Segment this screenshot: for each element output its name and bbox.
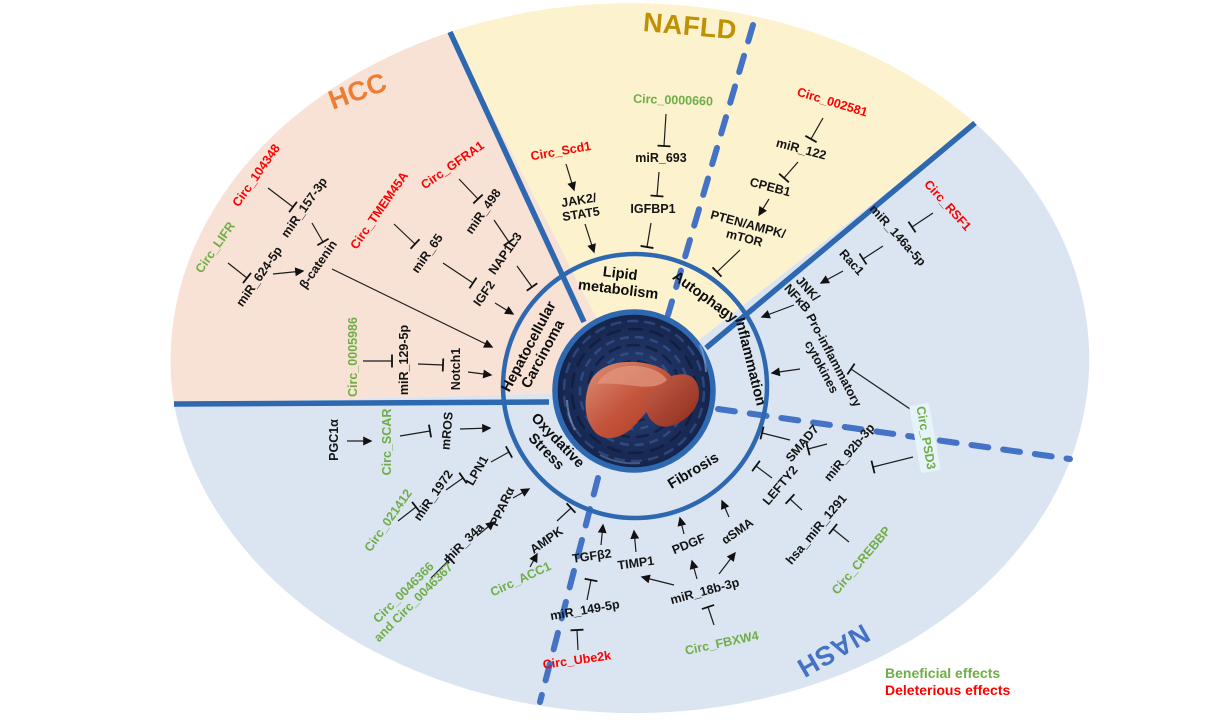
link-circ-021412-mir-1972 [397,501,421,522]
center-medallion [552,309,716,473]
link-pten-ampk-mtor-autophagy-ring [711,249,741,278]
sector-wedge-nafld [450,3,975,392]
legend-beneficial-effects: Beneficial effects [885,665,1001,681]
link-circ-gfra1-mir-498 [458,178,484,205]
link-rac1-jnk-nfkb [819,270,844,284]
link-circ-scd1-jak2-stat5 [565,163,576,192]
link-mir-693-igfbp1 [650,171,664,198]
link-circ-rsf1-mir-146a-5p [907,212,934,233]
link-circ-scar-mros [399,424,432,438]
link-mir-498-nap1l3 [493,219,515,247]
divider-lipid-autophagy [665,22,756,318]
sector-wedge-hcc [170,32,634,404]
link-circ-crebbp-hsa-mir-1291 [828,523,850,543]
link-mros-oxydative-ring [459,423,492,433]
link-hsa-mir-1291-lefty2 [784,493,803,511]
legend-deleterious-effects: Deleterious effects [885,682,1011,698]
link-jnk-nfkb-inflammation-ring [760,304,795,319]
link-circ-0046366-67-mir-34a [430,553,456,579]
link-circ-0000660-mir-693 [657,113,671,148]
link-lefty2-fibrosis-ring [751,460,773,479]
link-mir-92b-3p-smad7 [805,442,828,456]
link-mir-624-5p-b-catenin [272,267,305,277]
link-circ-fbxw4-mir-18b-3p [701,604,715,626]
link-circ-tmem45a-mir-65 [393,223,421,250]
link-ppara-oxydative-ring [512,488,531,499]
link-pdgf-fibrosis-ring [677,516,687,535]
link-asma-fibrosis-ring [721,499,730,518]
link-notch1-hcc-ring [467,369,493,379]
link-ampk-oxydative-ring [556,502,577,522]
divider-inflammation-fibrosis [715,406,1073,462]
link-cytokines-inflammation-ring [770,367,801,377]
link-timp1-fibrosis-ring [630,529,640,553]
link-mir-129-5p-notch1 [417,358,445,372]
link-smad7-fibrosis-ring [759,426,791,441]
link-tgfb2-fibrosis-ring [597,523,607,546]
link-circ-psd3-cytokines [846,363,917,414]
link-mir-1972-lpn1 [445,472,468,491]
link-mir-34a-ppara [476,521,496,537]
link-igf2-hcc-ring [494,302,515,315]
link-circ-acc1-ampk [529,552,538,568]
link-mir-146a-5p-rac1 [858,245,884,265]
hallmark-ring [500,251,770,521]
link-mir-157-3p-b-catenin [311,222,330,247]
link-circ-lifr-mir-624-5p [227,262,252,284]
link-circ-104348-mir-157-3p [267,187,298,213]
link-nap1l3-hcc-ring [516,265,538,292]
link-lpn1-oxydative-ring [490,445,513,463]
divider-hcc-nash [173,399,550,407]
divider-nafld-nash [704,120,977,351]
link-mir-18b-3p-pdgf [689,559,699,580]
link-igfbp1-lipid-ring [640,222,654,249]
link-mir-122-cpeb1 [778,161,799,183]
interaction-links [227,113,934,651]
liver-illustration [585,361,699,439]
link-cpeb1-pten-ampk-mtor [758,198,770,217]
link-jak2-stat5-lipid-ring [584,223,596,254]
link-mir-65-igf2 [442,262,478,289]
link-b-catenin-hcc-ring [331,268,494,348]
link-mir-18b-3p-timp1 [640,574,675,586]
divider-fibrosis-oxydative [537,475,601,705]
link-circ-ube2k-mir-149-5p [570,628,584,651]
link-mir-149-5p-tgfb2 [584,577,598,601]
link-mir-18b-3p-asma [718,551,736,575]
link-circ-psd3-mir-92b-3p [870,456,914,474]
link-circ-002581-mir-122 [804,117,824,143]
